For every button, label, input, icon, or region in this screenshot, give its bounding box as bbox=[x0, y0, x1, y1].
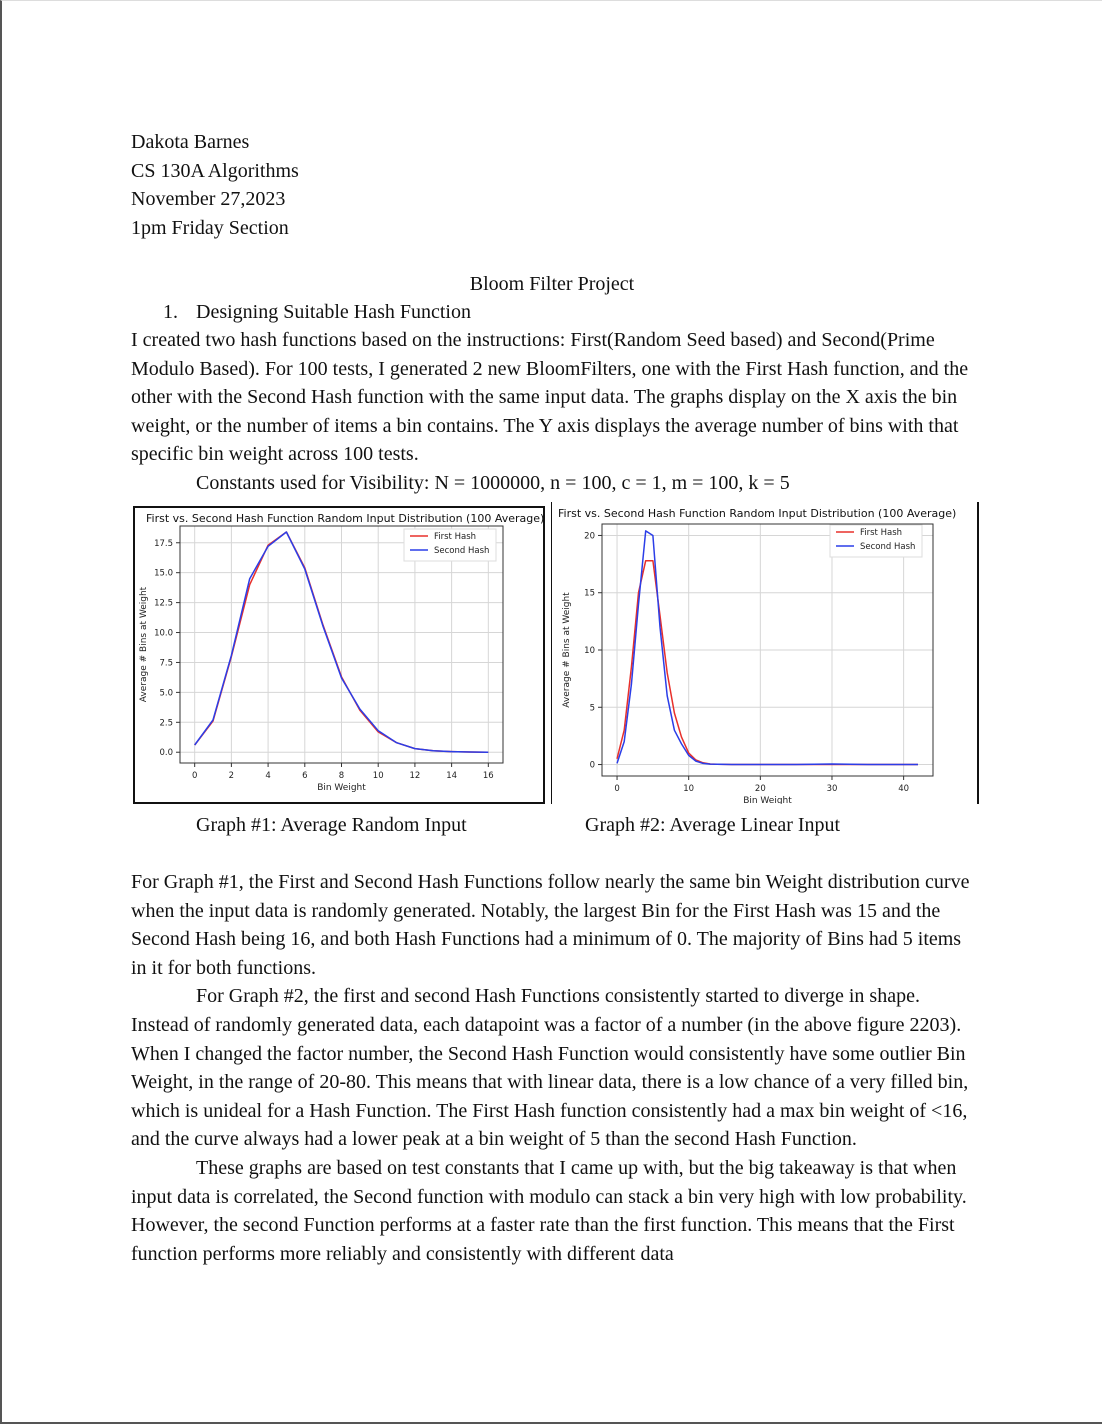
legend-label-first-hash: First Hash bbox=[860, 528, 902, 538]
y-axis-label: Average # Bins at Weight bbox=[139, 586, 149, 702]
series-line-second-hash bbox=[194, 531, 489, 753]
chart-title: First vs. Second Hash Function Random In… bbox=[146, 512, 544, 525]
section-title: Designing Suitable Hash Function bbox=[196, 301, 471, 323]
x-tick-label: 8 bbox=[339, 771, 344, 781]
paragraph-takeaway: These graphs are based on test constants… bbox=[131, 1156, 967, 1265]
y-tick-label: 0.0 bbox=[159, 748, 173, 758]
legend-label-first-hash: First Hash bbox=[434, 532, 476, 542]
y-tick-label: 15.0 bbox=[154, 569, 173, 579]
x-tick-label: 14 bbox=[446, 771, 457, 781]
x-tick-label: 4 bbox=[265, 771, 270, 781]
section-number: 1. bbox=[163, 301, 178, 323]
plot-area bbox=[601, 523, 934, 777]
x-tick-label: 30 bbox=[827, 784, 838, 794]
legend-box bbox=[403, 528, 497, 562]
y-tick-label: 10 bbox=[584, 646, 595, 656]
y-tick-label: 15 bbox=[584, 589, 595, 599]
x-tick-label: 2 bbox=[229, 771, 234, 781]
y-tick-label: 7.5 bbox=[159, 658, 173, 668]
legend-box bbox=[829, 524, 923, 558]
series-line-second-hash bbox=[616, 530, 918, 766]
intro-paragraph: I created two hash functions based on th… bbox=[131, 329, 969, 466]
x-tick-label: 20 bbox=[755, 784, 766, 794]
chart-frame bbox=[133, 506, 545, 804]
chart-title: First vs. Second Hash Function Random In… bbox=[558, 507, 956, 520]
y-tick-label: 5 bbox=[590, 703, 595, 713]
legend-label-second-hash: Second Hash bbox=[434, 546, 489, 556]
document-header: Dakota Barnes CS 130A Algorithms Novembe… bbox=[131, 128, 299, 242]
y-tick-label: 5.0 bbox=[159, 688, 173, 698]
y-tick-label: 2.5 bbox=[159, 718, 173, 728]
graph2-caption: Graph #2: Average Linear Input bbox=[585, 814, 841, 836]
paragraph-graph2: For Graph #2, the first and second Hash … bbox=[131, 985, 969, 1151]
x-tick-label: 0 bbox=[192, 771, 197, 781]
document-title: Bloom Filter Project bbox=[469, 273, 635, 295]
legend-label-second-hash: Second Hash bbox=[860, 542, 915, 552]
constants-line: Constants used for Visibility: N = 10000… bbox=[196, 472, 790, 494]
x-axis-label: Bin Weight bbox=[317, 783, 366, 793]
x-tick-label: 0 bbox=[614, 784, 619, 794]
document-date: November 27,2023 bbox=[131, 188, 286, 211]
x-tick-label: 12 bbox=[409, 771, 420, 781]
section-time: 1pm Friday Section bbox=[131, 216, 289, 239]
x-tick-label: 10 bbox=[373, 771, 384, 781]
section-heading: 1. Designing Suitable Hash Function bbox=[163, 298, 471, 327]
chart-random-input: First vs. Second Hash Function Random In… bbox=[133, 506, 545, 804]
y-tick-label: 20 bbox=[584, 531, 595, 541]
chart-linear-input: First vs. Second Hash Function Random In… bbox=[551, 502, 979, 804]
x-tick-label: 10 bbox=[683, 784, 694, 794]
series-line-first-hash bbox=[616, 559, 918, 766]
x-tick-label: 40 bbox=[898, 784, 909, 794]
x-tick-label: 6 bbox=[302, 771, 307, 781]
graph1-caption: Graph #1: Average Random Input bbox=[196, 814, 467, 836]
body-text: For Graph #1, the First and Second Hash … bbox=[131, 868, 981, 1268]
plot-area bbox=[179, 525, 504, 764]
x-axis-label: Bin Weight bbox=[743, 796, 792, 804]
y-tick-label: 12.5 bbox=[154, 599, 173, 609]
y-tick-label: 0 bbox=[590, 761, 595, 771]
paragraph-graph1: For Graph #1, the First and Second Hash … bbox=[131, 871, 970, 979]
x-tick-label: 16 bbox=[483, 771, 494, 781]
course-name: CS 130A Algorithms bbox=[131, 159, 299, 182]
y-tick-label: 17.5 bbox=[154, 539, 173, 549]
y-axis-label: Average # Bins at Weight bbox=[562, 592, 572, 708]
y-tick-label: 10.0 bbox=[154, 629, 173, 639]
author-name: Dakota Barnes bbox=[131, 131, 250, 153]
